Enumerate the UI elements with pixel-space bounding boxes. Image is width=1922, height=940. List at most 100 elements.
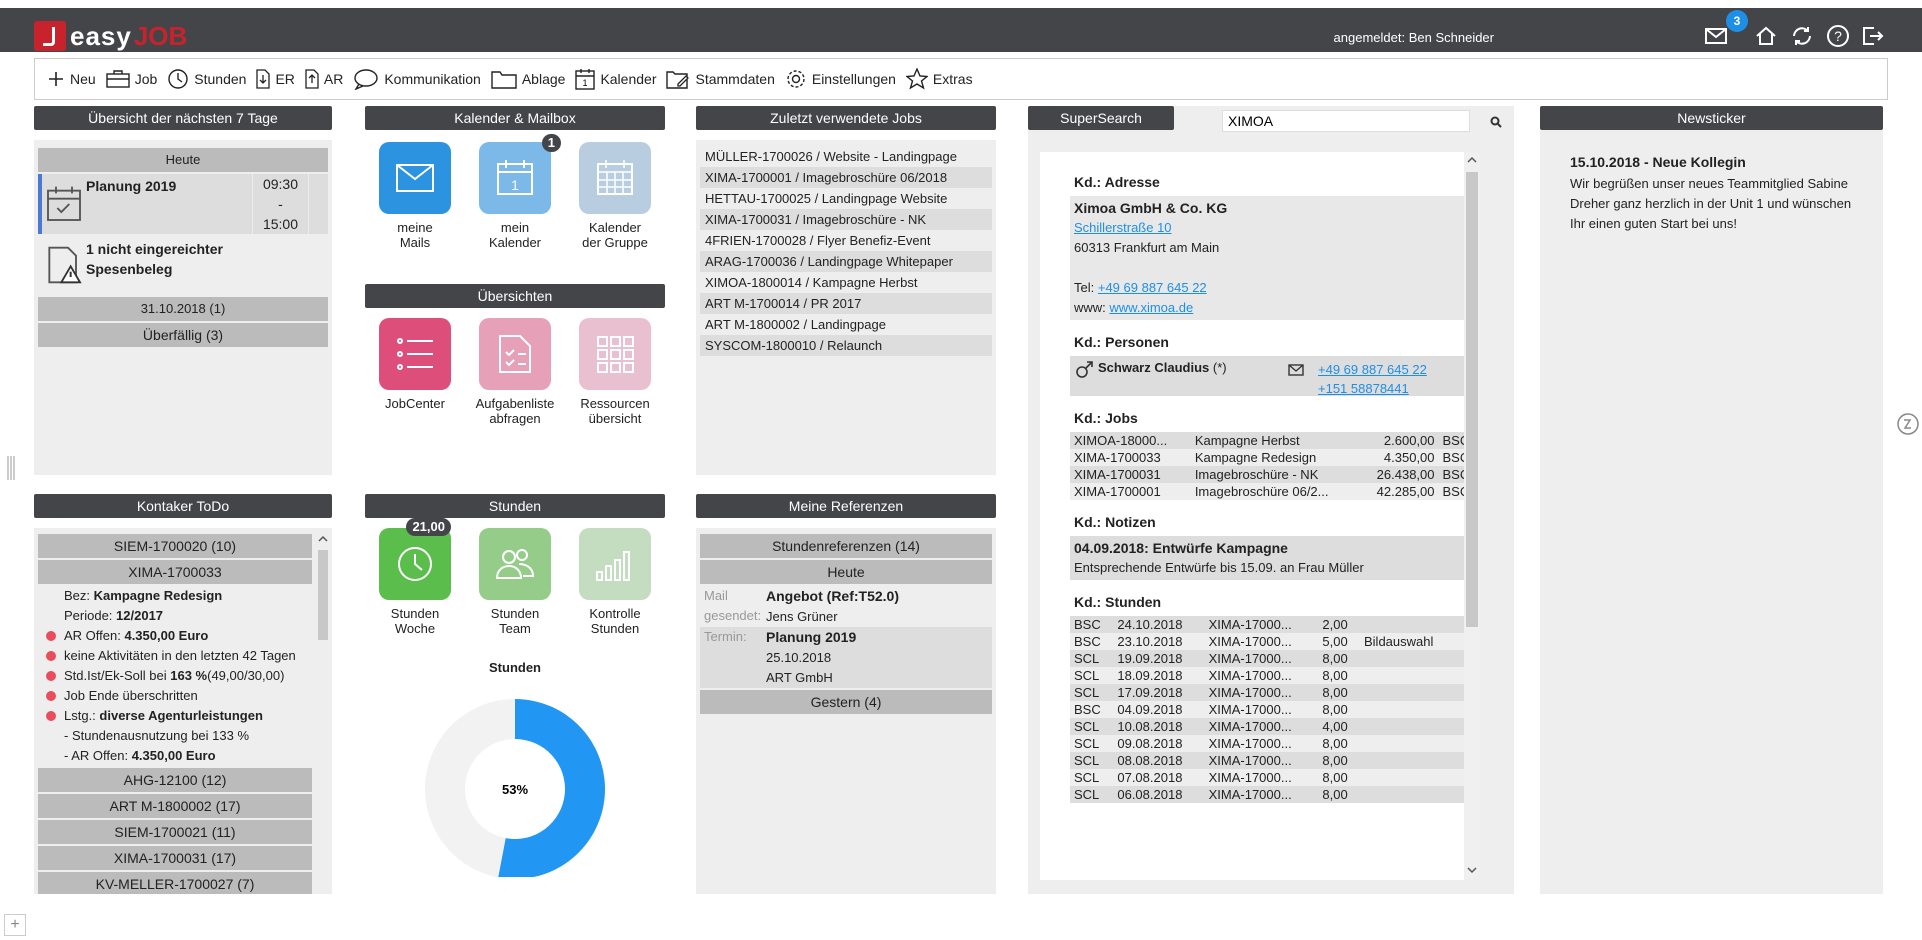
- date-group[interactable]: 31.10.2018 (1): [38, 297, 328, 321]
- hours-row[interactable]: SCL 10.08.2018 XIMA-17000... 4,00: [1070, 718, 1480, 735]
- hours-row[interactable]: SCL 07.08.2018 XIMA-17000... 8,00: [1070, 769, 1480, 786]
- refs-group[interactable]: Stundenreferenzen (14): [700, 534, 992, 558]
- toolbar-new-button[interactable]: Neu: [47, 70, 96, 88]
- jobcenter-app[interactable]: JobCenter: [365, 318, 465, 426]
- home-icon[interactable]: [1754, 24, 1778, 48]
- my-calendar-app[interactable]: 1 1 mein Kalender: [465, 134, 565, 250]
- todo-scroll-up-icon[interactable]: [316, 532, 330, 546]
- todo-group[interactable]: ART M-1800002 (17): [38, 794, 312, 818]
- recent-job-item[interactable]: XIMA-1700001 / Imagebroschüre 06/2018: [700, 167, 992, 188]
- team-icon: [495, 549, 535, 579]
- todo-scroll-down-icon[interactable]: [330, 876, 332, 890]
- toolbar-extras-button[interactable]: Extras: [905, 68, 973, 90]
- person-phone1[interactable]: +49 69 887 645 22: [1318, 362, 1427, 377]
- toolbar-settings-button[interactable]: Einstellungen: [785, 68, 896, 90]
- toolbar-master-data-button[interactable]: Stammdaten: [666, 68, 775, 90]
- recent-job-item[interactable]: MÜLLER-1700026 / Website - Landingpage: [700, 146, 992, 167]
- customer-job-row[interactable]: XIMA-1700033 Kampagne Redesign 4.350,00 BSC: [1070, 449, 1480, 466]
- todo-group[interactable]: AHG-12100 (12): [38, 768, 312, 792]
- todo-scrollbar[interactable]: [316, 532, 330, 890]
- toolbar-hours-button[interactable]: Stunden: [167, 68, 246, 90]
- recent-job-item[interactable]: ARAG-1700036 / Landingpage Whitepaper: [700, 251, 992, 272]
- hours-row[interactable]: BSC 24.10.2018 XIMA-17000... 2,00: [1070, 616, 1480, 633]
- toolbar-er-button[interactable]: ER: [256, 69, 295, 89]
- toolbar-communication-button[interactable]: Kommunikation: [353, 68, 481, 90]
- my-mails-app[interactable]: meine Mails: [365, 142, 465, 250]
- todo-group[interactable]: KV-MELLER-1700027 (7): [38, 872, 312, 894]
- job-cell: Imagebroschüre 06/2...: [1194, 484, 1329, 499]
- website-link[interactable]: www.ximoa.de: [1109, 300, 1194, 315]
- hours-row[interactable]: SCL 18.09.2018 XIMA-17000... 8,00: [1070, 667, 1480, 684]
- hours-cell: XIMA-17000...: [1208, 617, 1292, 632]
- overdue-group[interactable]: Überfällig (3): [38, 323, 328, 347]
- customer-job-row[interactable]: XIMA-1700001 Imagebroschüre 06/2... 42.285…: [1070, 483, 1480, 500]
- customer-job-row[interactable]: XIMA-1700031 Imagebroschüre - NK 26.438,00…: [1070, 466, 1480, 483]
- help-icon[interactable]: ?: [1826, 24, 1850, 48]
- todo-alert-item[interactable]: Std.Ist/Ek-Soll bei 163 % (49,00/30,00): [38, 666, 312, 686]
- recent-job-item[interactable]: ART M-1800002 / Landingpage: [700, 314, 992, 335]
- note-row[interactable]: 04.09.2018: Entwürfe Kampagne Entspreche…: [1070, 536, 1480, 580]
- resources-app[interactable]: Ressourcen übersicht: [565, 318, 665, 426]
- refresh-icon[interactable]: [1788, 24, 1816, 48]
- svg-text:?: ?: [1834, 28, 1842, 44]
- toolbar-archive-button[interactable]: Ablage: [491, 69, 565, 89]
- refs-today[interactable]: Heute: [700, 560, 992, 584]
- event-planung[interactable]: Planung 2019 09:30-15:00: [38, 174, 328, 234]
- todo-group[interactable]: XIMA-1700031 (17): [38, 846, 312, 870]
- person-row[interactable]: Schwarz Claudius (*) +49 69 887 645 22 +1…: [1070, 356, 1480, 396]
- person-mail-icon[interactable]: [1288, 364, 1304, 376]
- hours-row[interactable]: BSC 23.10.2018 XIMA-17000... 5,00 Bildauswah…: [1070, 633, 1480, 650]
- hours-week-app[interactable]: 21,00 Stunden Woche: [365, 518, 465, 636]
- logout-icon[interactable]: [1860, 24, 1884, 48]
- phone-link[interactable]: +49 69 887 645 22: [1097, 280, 1207, 295]
- ref-mail-row[interactable]: Mail gesendet: Angebot (Ref:T52.0) Jens Gr…: [700, 586, 992, 627]
- customer-job-row[interactable]: XIMOA-18000... Kampagne Herbst 2.600,00 BSC: [1070, 432, 1480, 449]
- recent-job-item[interactable]: 4FRIEN-1700028 / Flyer Benefiz-Event: [700, 230, 992, 251]
- recent-job-item[interactable]: SYSCOM-1800010 / Relaunch: [700, 335, 992, 356]
- results-scrollbar[interactable]: [1464, 152, 1480, 880]
- search-icon[interactable]: [1490, 116, 1502, 128]
- hours-team-app[interactable]: Stunden Team: [465, 528, 565, 636]
- todo-alert-item[interactable]: Lstg.: diverse Agenturleistungen: [38, 706, 312, 726]
- todo-alert-item[interactable]: AR Offen: 4.350,00 Euro: [38, 626, 312, 646]
- hours-row[interactable]: SCL 08.08.2018 XIMA-17000... 8,00: [1070, 752, 1480, 769]
- person-phone2[interactable]: +151 58878441: [1318, 381, 1409, 396]
- toolbar-job-button[interactable]: Job: [105, 70, 157, 88]
- today-group[interactable]: Heute: [38, 148, 328, 172]
- supersearch-input[interactable]: [1222, 110, 1470, 132]
- street-link[interactable]: Schillerstraße 10: [1074, 220, 1172, 235]
- refs-yesterday[interactable]: Gestern (4): [700, 690, 992, 714]
- recent-job-item[interactable]: XIMOA-1800014 / Kampagne Herbst: [700, 272, 992, 293]
- todo-scroll-thumb[interactable]: [318, 550, 328, 640]
- hours-row[interactable]: SCL 17.09.2018 XIMA-17000... 8,00: [1070, 684, 1480, 701]
- briefcase-icon: [105, 70, 130, 88]
- todo-group-siem[interactable]: SIEM-1700020 (10): [38, 534, 312, 558]
- recent-job-item[interactable]: HETTAU-1700025 / Landingpage Website: [700, 188, 992, 209]
- todo-alert-item[interactable]: Job Ende überschritten: [38, 686, 312, 706]
- right-panel-toggle-icon[interactable]: [1896, 412, 1920, 436]
- recent-job-item[interactable]: ART M-1700014 / PR 2017: [700, 293, 992, 314]
- hours-row[interactable]: BSC 04.09.2018 XIMA-17000... 8,00: [1070, 701, 1480, 718]
- hours-row[interactable]: SCL 19.09.2018 XIMA-17000... 8,00: [1070, 650, 1480, 667]
- toolbar-calendar-button[interactable]: 1 Kalender: [575, 68, 656, 90]
- event-receipt[interactable]: 1 nicht eingereichter Spesenbeleg: [38, 235, 328, 295]
- hours-control-app[interactable]: Kontrolle Stunden: [565, 528, 665, 636]
- logo-text: easy: [70, 20, 132, 51]
- hours-cell: XIMA-17000...: [1208, 753, 1292, 768]
- task-list-app[interactable]: Aufgabenliste abfragen: [465, 318, 565, 426]
- ref-appointment-row[interactable]: Termin: Planung 2019 25.10.2018 ART GmbH: [700, 627, 992, 688]
- scroll-down-icon[interactable]: [1464, 862, 1480, 878]
- mail-icon[interactable]: [1704, 24, 1728, 48]
- add-tab-button[interactable]: +: [4, 914, 26, 936]
- group-calendar-app[interactable]: Kalender der Gruppe: [565, 142, 665, 250]
- toolbar-ar-button[interactable]: AR: [305, 69, 343, 89]
- hours-row[interactable]: SCL 09.08.2018 XIMA-17000... 8,00: [1070, 735, 1480, 752]
- scroll-up-icon[interactable]: [1464, 152, 1480, 168]
- left-resize-handle[interactable]: [6, 456, 16, 480]
- todo-group[interactable]: SIEM-1700021 (11): [38, 820, 312, 844]
- todo-alert-item[interactable]: keine Aktivitäten in den letzten 42 Tage…: [38, 646, 312, 666]
- scrollbar-thumb[interactable]: [1466, 172, 1478, 627]
- todo-group-xima[interactable]: XIMA-1700033: [38, 560, 312, 584]
- hours-row[interactable]: SCL 06.08.2018 XIMA-17000... 8,00: [1070, 786, 1480, 803]
- recent-job-item[interactable]: XIMA-1700031 / Imagebroschüre - NK: [700, 209, 992, 230]
